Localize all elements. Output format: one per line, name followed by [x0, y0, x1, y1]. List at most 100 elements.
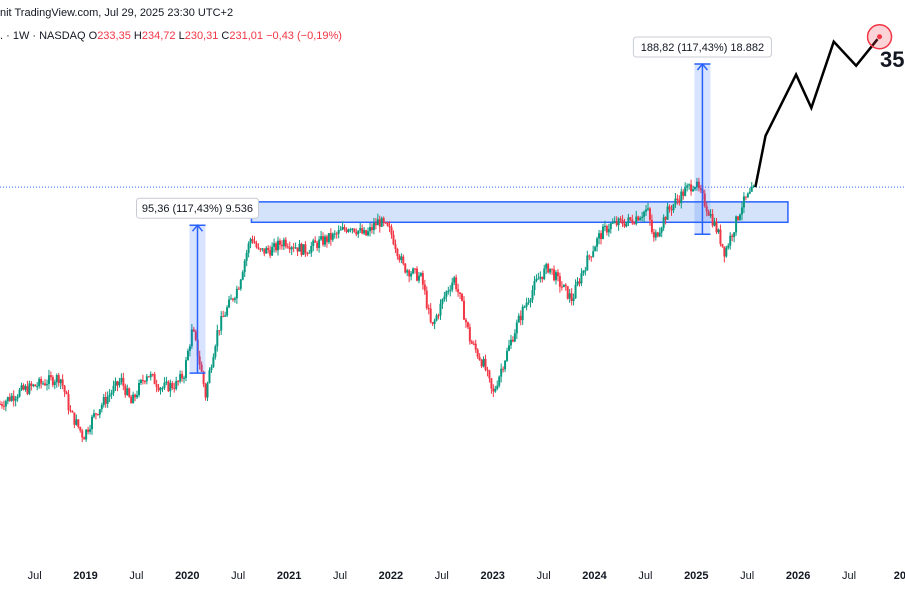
candle — [253, 236, 256, 244]
candle — [224, 311, 227, 317]
candle — [621, 214, 624, 228]
candle — [592, 245, 595, 258]
candle — [478, 353, 481, 361]
candle — [2, 400, 5, 411]
candle — [566, 286, 569, 300]
candle — [204, 382, 207, 401]
candle — [380, 216, 383, 228]
candle — [449, 285, 452, 297]
candle — [188, 344, 191, 357]
candle — [415, 266, 418, 282]
candle — [233, 296, 236, 303]
candle — [298, 239, 301, 252]
candle — [554, 270, 557, 285]
candle — [396, 247, 399, 260]
candle — [623, 218, 626, 228]
low-value: 230,31 — [184, 30, 219, 42]
price-range-measure[interactable]: 188,82 (117,43%) 18.882 — [632, 36, 772, 236]
candle — [32, 383, 35, 388]
symbol-label: . · 1W · NASDAQ — [0, 30, 86, 42]
chart-attribution: nit TradingView.com, Jul 29, 2025 23:30 … — [0, 7, 234, 19]
measure-label: 188,82 (117,43%) 18.882 — [641, 42, 764, 54]
x-tick-label: 2022 — [379, 570, 403, 582]
candle — [351, 227, 354, 234]
candle — [286, 243, 289, 249]
candle — [462, 296, 465, 320]
candle — [40, 376, 43, 389]
x-tick-label: 20 — [894, 570, 905, 582]
candle — [355, 228, 358, 237]
candle — [100, 402, 103, 413]
high-key: H — [133, 30, 142, 42]
x-tick-label: Jul — [129, 570, 143, 582]
candle — [641, 211, 644, 222]
x-tick-label: 2020 — [175, 570, 199, 582]
candle — [735, 215, 738, 236]
x-tick-label: 2026 — [786, 570, 810, 582]
candle — [247, 241, 250, 258]
candle — [55, 373, 58, 388]
candle — [431, 322, 434, 326]
candle — [461, 292, 464, 302]
candle — [372, 217, 375, 235]
candle — [370, 223, 373, 234]
candle — [737, 216, 740, 221]
candle — [529, 298, 532, 308]
candle — [169, 379, 172, 398]
candle — [116, 380, 119, 392]
candle — [498, 375, 501, 388]
candle — [627, 213, 630, 227]
target-dot — [877, 34, 883, 40]
candle — [488, 369, 491, 383]
candle — [0, 400, 1, 405]
candle — [562, 284, 565, 288]
candle — [464, 317, 467, 328]
candle — [697, 177, 700, 192]
candle — [26, 380, 29, 396]
candle — [96, 413, 99, 416]
candle — [353, 228, 356, 233]
candle — [400, 253, 403, 264]
projected-path[interactable] — [754, 38, 879, 188]
candle — [645, 205, 648, 216]
high-value: 234,72 — [141, 30, 176, 42]
candle — [374, 218, 377, 230]
candle — [633, 221, 636, 225]
candle — [404, 263, 407, 274]
candle — [28, 380, 31, 396]
candle — [228, 295, 231, 309]
candle — [588, 254, 591, 261]
target-price-label: 35 — [880, 47, 905, 72]
candle — [45, 379, 48, 391]
candle — [711, 209, 714, 228]
candle — [596, 236, 599, 252]
candle — [750, 182, 753, 192]
candle — [412, 267, 415, 275]
candle — [427, 304, 430, 315]
candle — [611, 218, 614, 225]
candle — [388, 221, 391, 233]
candle — [752, 184, 755, 189]
symbol-ohlc-legend: . · 1W · NASDAQ O233,35 H234,72 L230,31 … — [0, 30, 342, 42]
candle — [280, 240, 283, 250]
x-tick-label: 2021 — [277, 570, 301, 582]
candle — [703, 189, 706, 208]
candle — [414, 268, 417, 274]
candle — [83, 436, 86, 440]
candle — [359, 222, 362, 234]
candle — [296, 247, 299, 257]
candle — [85, 429, 88, 442]
candle — [425, 286, 428, 310]
candle — [590, 256, 593, 262]
candle — [437, 313, 440, 320]
candle — [572, 293, 575, 306]
candle — [459, 292, 462, 299]
candle — [511, 336, 514, 343]
price-range-measure[interactable]: 95,36 (117,43%) 9.536 — [135, 197, 259, 374]
candle — [643, 210, 646, 223]
candle — [715, 218, 718, 235]
candle — [16, 394, 19, 402]
candle — [333, 230, 336, 239]
candle — [543, 264, 546, 281]
